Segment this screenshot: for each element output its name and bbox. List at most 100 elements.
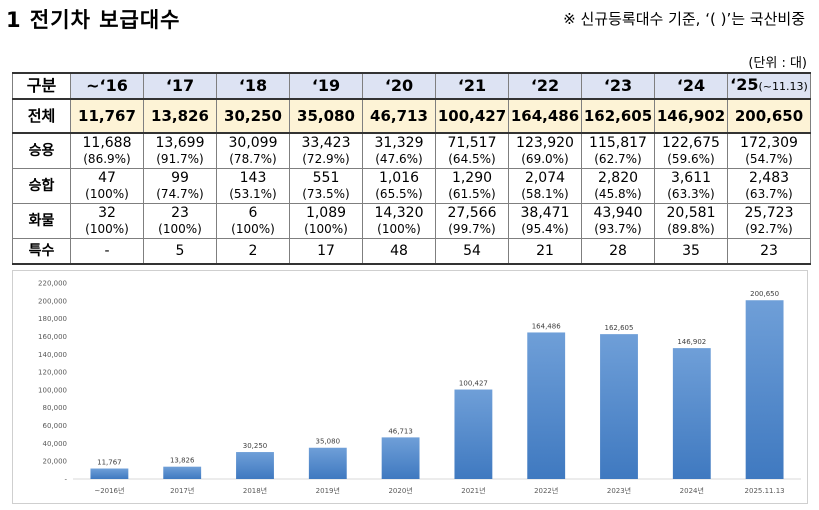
domestic-share-value: (58.1%) <box>521 187 569 201</box>
value-cell: 2,074 (58.1%) <box>508 168 582 204</box>
bar <box>90 468 129 479</box>
value-cell: 33,423 (72.9%) <box>289 132 363 169</box>
column-header: ‘25(~11.13) <box>727 72 811 100</box>
note-text: ※ 신규등록대수 기준, ‘( )’는 국산비중 <box>563 10 805 28</box>
total-value-cell: 164,486 <box>508 98 582 134</box>
domestic-share-value: (47.6%) <box>375 152 423 166</box>
table-row-special: 특수 -5 2 17 48 54 21 28 35 23 <box>12 238 811 265</box>
column-header: ‘22 <box>508 72 582 100</box>
domestic-share-value: (69.0%) <box>521 152 569 166</box>
table-row-vehicle-type: 승용 11,688 (86.9%) 13,699 (91.7%) 30,099 (78.7%… <box>12 132 811 169</box>
y-tick-label: 180,000 <box>38 315 67 323</box>
column-header-label: ‘22 <box>530 76 560 95</box>
bar-value-label: 11,767 <box>97 459 122 467</box>
table-body: 구분 ~‘16 ‘17 ‘18 ‘19 ‘20 ‘21 ‘22 ‘23 ‘24 ‘25(~11.13… <box>12 72 811 265</box>
domestic-share-value: (91.7%) <box>156 152 204 166</box>
value-cell: 2,483 (63.7%) <box>727 168 811 204</box>
column-header-label: ‘20 <box>384 76 414 95</box>
column-header: ‘17 <box>143 72 217 100</box>
bar-value-label: 46,713 <box>388 427 413 435</box>
column-header-label: ‘18 <box>238 76 268 95</box>
count-value: 122,675 <box>662 135 720 151</box>
domestic-share-value: (73.5%) <box>302 187 350 201</box>
y-tick-label: 80,000 <box>43 404 68 412</box>
count-value: 2,074 <box>524 170 566 186</box>
value-cell: 47 (100%) <box>70 168 144 204</box>
table-header-row: 구분 ~‘16 ‘17 ‘18 ‘19 ‘20 ‘21 ‘22 ‘23 ‘24 ‘25(~11.13… <box>12 72 811 100</box>
domestic-share-value: (45.8%) <box>594 187 642 201</box>
bar <box>236 452 274 479</box>
row-label-special: 특수 <box>12 238 71 265</box>
count-value: 115,817 <box>589 135 647 151</box>
value-cell: 25,723 (92.7%) <box>727 203 811 239</box>
total-value-cell: 46,713 <box>362 98 436 134</box>
domestic-share-value: (61.5%) <box>448 187 496 201</box>
domestic-share-value: (86.9%) <box>83 152 131 166</box>
column-header: ~‘16 <box>70 72 144 100</box>
domestic-share-value: (62.7%) <box>594 152 642 166</box>
count-value: 71,517 <box>447 135 497 151</box>
domestic-share-value: (63.3%) <box>667 187 715 201</box>
value-cell: 551 (73.5%) <box>289 168 363 204</box>
count-value: 32 <box>98 205 116 221</box>
value-cell: 30,099 (78.7%) <box>216 132 290 169</box>
total-value-cell: 13,826 <box>143 98 217 134</box>
column-header-suffix: (~11.13) <box>758 80 808 93</box>
domestic-share-value: (100%) <box>377 222 421 236</box>
special-value-cell: 35 <box>654 238 728 265</box>
table-row-vehicle-type: 화물 32 (100%) 23 (100%) 6 (100%) 1,089 (100%) 14,3… <box>12 203 811 239</box>
special-value-cell: 5 <box>143 238 217 265</box>
count-value: 43,940 <box>593 205 643 221</box>
row-label: 승합 <box>12 168 71 204</box>
total-value-cell: 200,650 <box>727 98 811 134</box>
value-cell: 13,699 (91.7%) <box>143 132 217 169</box>
value-cell: 3,611 (63.3%) <box>654 168 728 204</box>
count-value: 23 <box>171 205 189 221</box>
value-cell: 1,016 (65.5%) <box>362 168 436 204</box>
x-tick-label: 2017년 <box>170 486 194 495</box>
column-header: ‘23 <box>581 72 655 100</box>
table-row-total: 전체 11,767 13,826 30,250 35,080 46,713 100,427 1… <box>12 98 811 134</box>
count-value: 2,820 <box>597 170 639 186</box>
domestic-share-value: (53.1%) <box>229 187 277 201</box>
value-cell: 71,517 (64.5%) <box>435 132 509 169</box>
value-cell: 43,940 (93.7%) <box>581 203 655 239</box>
column-header-label: ‘24 <box>676 76 706 95</box>
domestic-share-value: (95.4%) <box>521 222 569 236</box>
special-value-cell: 48 <box>362 238 436 265</box>
column-header-label: ‘19 <box>311 76 341 95</box>
y-tick-label: 200,000 <box>38 297 67 305</box>
y-tick-label: 20,000 <box>43 458 68 466</box>
domestic-share-value: (64.5%) <box>448 152 496 166</box>
bar <box>163 466 202 479</box>
column-header: ‘21 <box>435 72 509 100</box>
y-tick-label: 40,000 <box>43 440 68 448</box>
domestic-share-value: (92.7%) <box>745 222 793 236</box>
count-value: 14,320 <box>374 205 424 221</box>
domestic-share-value: (100%) <box>85 222 129 236</box>
column-header-label: ‘23 <box>603 76 633 95</box>
domestic-share-value: (93.7%) <box>594 222 642 236</box>
count-value: 123,920 <box>516 135 574 151</box>
x-tick-label: 2022년 <box>534 486 558 495</box>
domestic-share-value: (78.7%) <box>229 152 277 166</box>
column-header: ‘19 <box>289 72 363 100</box>
value-cell: 11,688 (86.9%) <box>70 132 144 169</box>
count-value: 99 <box>171 170 189 186</box>
y-tick-label: - <box>64 476 67 484</box>
domestic-share-value: (59.6%) <box>667 152 715 166</box>
value-cell: 6 (100%) <box>216 203 290 239</box>
total-value-cell: 162,605 <box>581 98 655 134</box>
table-row-vehicle-type: 승합 47 (100%) 99 (74.7%) 143 (53.1%) 551 (73.5%) 1… <box>12 168 811 204</box>
x-tick-label: 2020년 <box>388 486 412 495</box>
column-header: ‘18 <box>216 72 290 100</box>
count-value: 172,309 <box>740 135 798 151</box>
domestic-share-value: (74.7%) <box>156 187 204 201</box>
domestic-share-value: (100%) <box>304 222 348 236</box>
y-tick-label: 140,000 <box>38 351 67 359</box>
total-value-cell: 35,080 <box>289 98 363 134</box>
column-header-label: ‘25 <box>730 75 759 94</box>
value-cell: 27,566 (99.7%) <box>435 203 509 239</box>
column-header-label: ‘17 <box>165 76 195 95</box>
value-cell: 31,329 (47.6%) <box>362 132 436 169</box>
